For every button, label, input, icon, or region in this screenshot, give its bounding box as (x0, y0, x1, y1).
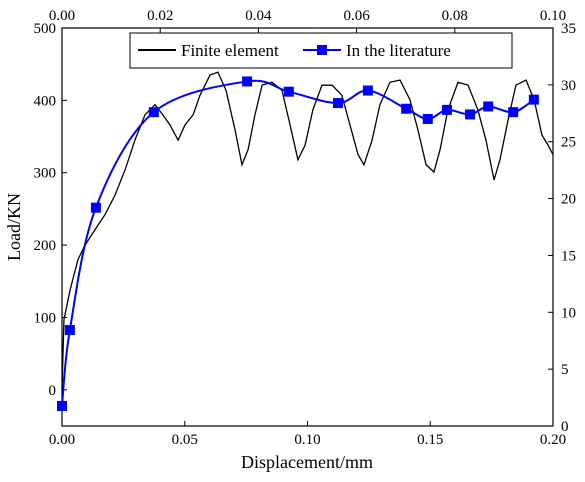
y2-tick-label: 5 (561, 362, 569, 378)
marker (64, 325, 75, 336)
x-axis-label: Displacement/mm (241, 452, 373, 472)
marker (528, 94, 539, 105)
x-tick-label: 0.10 (294, 432, 320, 448)
y-tick-label: 400 (34, 93, 57, 109)
plot-frame (61, 27, 554, 427)
y-tick-label: 0 (49, 383, 57, 399)
y2-tick-label: 0 (561, 419, 569, 435)
series-line (61, 71, 554, 390)
marker (483, 101, 494, 112)
y-tick-label: 200 (34, 238, 57, 254)
y2-tick-label: 15 (561, 248, 576, 264)
x2-tick-label: 0.00 (49, 8, 75, 24)
marker (362, 85, 373, 96)
marker (57, 400, 67, 411)
y2-tick-label: 10 (561, 305, 576, 321)
legend-label: Finite element (181, 41, 279, 60)
y2-tick-label: 30 (561, 78, 576, 94)
x-tick-label: 0.15 (417, 432, 443, 448)
marker (332, 98, 343, 109)
x2-tick-label: 0.08 (442, 8, 468, 24)
marker (148, 107, 159, 118)
y2-tick-label: 20 (561, 192, 576, 208)
y-tick-label: 500 (34, 21, 57, 37)
x-tick-label: 0.00 (49, 432, 75, 448)
x2-tick-label: 0.06 (343, 8, 370, 24)
x2-tick-label: 0.04 (245, 8, 272, 24)
series-line (61, 79, 535, 407)
legend-marker (317, 45, 327, 55)
x2-tick-label: 0.10 (540, 8, 566, 24)
x-tick-label: 0.05 (172, 432, 198, 448)
marker (508, 107, 519, 118)
marker (401, 103, 412, 114)
marker (465, 109, 476, 120)
marker (422, 113, 433, 124)
x-tick-label: 0.20 (540, 432, 566, 448)
y-tick-label: 300 (34, 166, 57, 182)
y2-tick-label: 35 (561, 21, 576, 37)
x2-tick-label: 0.02 (147, 8, 173, 24)
marker (90, 202, 101, 213)
marker (242, 76, 253, 87)
legend-label: In the literature (346, 41, 451, 60)
y2-tick-label: 25 (561, 135, 576, 151)
marker (283, 86, 294, 97)
y-tick-label: 100 (34, 310, 57, 326)
marker (441, 104, 452, 115)
y-axis-label: Load/KN (4, 193, 24, 261)
